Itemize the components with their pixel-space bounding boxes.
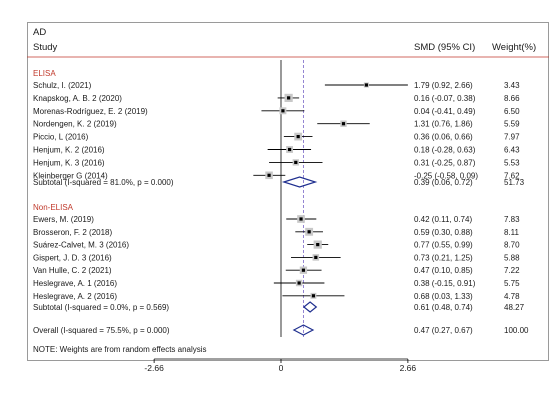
subtotal-diamond bbox=[281, 176, 318, 188]
point-estimate bbox=[341, 122, 346, 126]
study-label: Piccio, L (2016) bbox=[33, 133, 89, 142]
ci-text: 0.42 (0.11, 0.74) bbox=[414, 215, 472, 224]
study-label: Kleinberger G (2014) bbox=[33, 171, 108, 180]
point-estimate bbox=[311, 294, 316, 298]
plot-frame bbox=[27, 22, 549, 361]
ci-text: 0.16 (-0.07, 0.38) bbox=[414, 94, 476, 103]
weight-text: 7.97 bbox=[504, 133, 520, 142]
x-tick-label: 2.66 bbox=[400, 363, 417, 373]
ci-text: 0.59 (0.30, 0.88) bbox=[414, 228, 473, 237]
point-estimate bbox=[364, 83, 368, 87]
ci-text: 0.36 (0.06, 0.66) bbox=[414, 133, 473, 142]
ci-text: 0.47 (0.27, 0.67) bbox=[414, 326, 473, 335]
ci-text: 0.68 (0.03, 1.33) bbox=[414, 292, 473, 301]
weight-text: 5.59 bbox=[504, 120, 520, 129]
ci-text: 0.47 (0.10, 0.85) bbox=[414, 266, 473, 275]
weight-text: 4.78 bbox=[504, 292, 520, 301]
x-tick-label: -2.66 bbox=[144, 363, 164, 373]
weight-text: 7.62 bbox=[504, 171, 520, 180]
point-estimate bbox=[299, 217, 303, 221]
weight-text: 3.43 bbox=[504, 81, 520, 90]
ci-text: 0.39 (0.06, 0.72) bbox=[414, 178, 473, 187]
study-label: Heslegrave, A. 2 (2016) bbox=[33, 292, 117, 301]
study-label: Heslegrave, A. 1 (2016) bbox=[33, 279, 117, 288]
study-label: Brosseron, F. 2 (2018) bbox=[33, 228, 112, 237]
study-label: Henjum, K. 3 (2016) bbox=[33, 158, 105, 167]
point-estimate bbox=[281, 109, 285, 113]
weight-text: 48.27 bbox=[504, 303, 525, 312]
weight-text: 8.11 bbox=[504, 228, 520, 237]
summary-label: Overall (I-squared = 75.5%, p = 0.000) bbox=[33, 326, 170, 335]
forest-marks: -2.66 0 2.66 ELISA Schulz, I. (2021) 1.79 (0.… bbox=[33, 60, 529, 373]
ci-text: 0.73 (0.21, 1.25) bbox=[414, 253, 473, 262]
ci-text: 1.79 (0.92, 2.66) bbox=[414, 81, 473, 90]
ci-text: 0.77 (0.55, 0.99) bbox=[414, 241, 473, 250]
study-label: Suárez-Calvet, M. 3 (2016) bbox=[33, 241, 129, 250]
ci-text: 0.18 (-0.28, 0.63) bbox=[414, 146, 476, 155]
weight-text: 6.50 bbox=[504, 107, 520, 116]
point-estimate bbox=[294, 160, 298, 164]
x-tick-label: 0 bbox=[279, 363, 284, 373]
weight-text: 100.00 bbox=[504, 326, 529, 335]
point-estimate bbox=[287, 96, 291, 100]
weight-text: 7.22 bbox=[504, 266, 520, 275]
subtotal-diamond bbox=[302, 301, 318, 313]
ci-text: -0.25 (-0.58, 0.09) bbox=[414, 171, 478, 180]
study-label: Nordengen, K. 2 (2019) bbox=[33, 120, 117, 129]
point-estimate bbox=[301, 268, 306, 272]
point-estimate bbox=[307, 230, 311, 234]
weight-text: 5.75 bbox=[504, 279, 520, 288]
panel-title: AD bbox=[33, 27, 46, 38]
weight-text: 8.70 bbox=[504, 241, 520, 250]
ci-text: 0.61 (0.48, 0.74) bbox=[414, 303, 473, 312]
summary-label: Subtotal (I-squared = 81.0%, p = 0.000) bbox=[33, 178, 174, 187]
overall-diamond bbox=[292, 324, 315, 336]
point-estimate bbox=[267, 173, 271, 177]
study-label: Morenas-Rodríguez, E. 2 (2019) bbox=[33, 107, 148, 116]
weight-text: 5.88 bbox=[504, 253, 520, 262]
weight-text: 51.73 bbox=[504, 178, 525, 187]
header-study: Study bbox=[33, 42, 58, 53]
header-effect: SMD (95% CI) bbox=[414, 42, 475, 53]
group-label: ELISA bbox=[33, 69, 56, 78]
point-estimate bbox=[296, 135, 300, 139]
study-label: Henjum, K. 2 (2016) bbox=[33, 146, 105, 155]
study-label: Van Hulle, C. 2 (2021) bbox=[33, 266, 112, 275]
point-estimate bbox=[297, 281, 301, 285]
study-label: Gispert, J. D. 3 (2016) bbox=[33, 253, 112, 262]
study-label: Schulz, I. (2021) bbox=[33, 81, 92, 90]
summary-label: Subtotal (I-squared = 0.0%, p = 0.569) bbox=[33, 303, 169, 312]
study-label: Knapskog, A. B. 2 (2020) bbox=[33, 94, 122, 103]
ci-text: 0.38 (-0.15, 0.91) bbox=[414, 279, 476, 288]
weight-text: 7.83 bbox=[504, 215, 520, 224]
point-estimate bbox=[316, 243, 320, 247]
point-estimate bbox=[287, 147, 292, 152]
header-weight: Weight(%) bbox=[492, 42, 536, 53]
point-estimate bbox=[314, 255, 318, 259]
group-label: Non-ELISA bbox=[33, 203, 74, 212]
ci-text: 0.31 (-0.25, 0.87) bbox=[414, 158, 476, 167]
ci-text: 1.31 (0.76, 1.86) bbox=[414, 120, 473, 129]
footnote: NOTE: Weights are from random effects an… bbox=[33, 345, 207, 354]
study-label: Ewers, M. (2019) bbox=[33, 215, 94, 224]
ci-text: 0.04 (-0.41, 0.49) bbox=[414, 107, 476, 116]
weight-text: 5.53 bbox=[504, 158, 520, 167]
weight-text: 6.43 bbox=[504, 146, 520, 155]
weight-text: 8.66 bbox=[504, 94, 520, 103]
